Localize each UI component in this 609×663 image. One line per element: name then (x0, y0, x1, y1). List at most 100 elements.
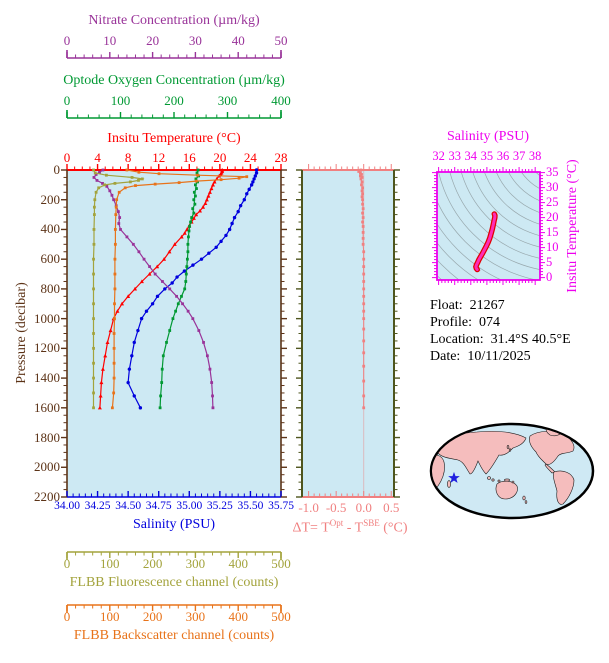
tick-label: 37 (512, 149, 526, 163)
tick-label: 35.25 (206, 500, 233, 512)
tick-label: 20 (213, 150, 227, 165)
float-info-block: Float: 21267 Profile: 074 Location: 31.4°S … (430, 297, 571, 365)
tick-label: 0 (546, 269, 553, 284)
backscatter-axis-title: FLBB Backscatter channel (counts) (73, 628, 275, 643)
series-salinity (126, 168, 259, 410)
backscatter-scale-bar (66, 604, 282, 613)
tick-label: 400 (271, 93, 291, 108)
salinity-axis-title: Salinity (PSU) (132, 517, 216, 532)
tick-label: 400 (228, 556, 248, 571)
tick-label: 600 (40, 251, 61, 267)
tick-label: 500 (271, 609, 291, 624)
tick-label: 32 (432, 149, 445, 163)
tick-label: 4 (94, 150, 101, 165)
ts-curve (474, 212, 497, 271)
tick-label: 1800 (34, 429, 60, 445)
tick-label: -0.5 (325, 500, 347, 515)
tick-label: 12 (152, 150, 166, 165)
tick-label: 0 (63, 150, 71, 165)
fluorescence-scale-bar (66, 551, 282, 560)
tick-label: 200 (142, 556, 163, 571)
float-position-star (448, 471, 460, 483)
tick-label: 35 (480, 149, 494, 163)
tick-label: 8 (124, 150, 132, 165)
tick-label: 1400 (34, 370, 60, 386)
temperature-axis-title: Insitu Temperature (°C) (107, 131, 241, 146)
tick-label: 0 (63, 609, 71, 624)
tick-label: 34.25 (84, 500, 111, 512)
series-flbb (110, 168, 249, 410)
float-value: 21267 (469, 298, 505, 313)
date-line: Date: 10/11/2025 (430, 348, 571, 365)
tick-label: 400 (40, 221, 61, 237)
tick-label: 10 (546, 239, 559, 254)
tick-label: 16 (182, 150, 196, 165)
location-value: 31.4°S 40.5°E (490, 332, 571, 347)
oxygen-axis-title: Optode Oxygen Concentration (µm/kg) (63, 73, 285, 88)
fluorescence-axis-title: FLBB Fluorescence channel (counts) (69, 575, 279, 590)
tick-label: 38 (528, 149, 542, 163)
tick-label: 800 (40, 280, 61, 296)
ts-diagram (432, 167, 545, 285)
tick-label: 50 (274, 33, 288, 48)
tick-label: 28 (274, 150, 288, 165)
tick-label: 5 (546, 254, 553, 269)
tick-label: 24 (243, 150, 257, 165)
tick-label: 300 (185, 609, 206, 624)
world-map (429, 422, 595, 520)
tick-label: 300 (217, 93, 238, 108)
date-label: Date: (430, 349, 461, 364)
ts-salinity-axis-title: Salinity (PSU) (446, 129, 530, 144)
tick-label: 35 (546, 164, 559, 179)
tick-label: 200 (142, 609, 163, 624)
tick-label: 1600 (34, 399, 60, 415)
delta-t-label-sup1: Opt (329, 518, 344, 528)
tick-label: 2200 (34, 489, 60, 504)
tick-label: 34.75 (145, 500, 172, 512)
tick-label: 30 (188, 33, 202, 48)
tick-label: 10 (103, 33, 117, 48)
tick-label: 300 (185, 556, 206, 571)
pressure-axis-title: Pressure (decibar) (14, 282, 29, 384)
delta-t-label-mid: - T (343, 520, 364, 536)
tick-label: 0.5 (383, 500, 400, 515)
tick-label: 20 (546, 209, 559, 224)
tick-label: 100 (100, 556, 120, 571)
delta-t-label-prefix: ΔT= T (292, 520, 330, 536)
tick-label: 35.75 (268, 500, 294, 512)
profile-value: 074 (479, 315, 500, 330)
main-profile-plot (61, 164, 287, 498)
location-label: Location: (430, 332, 484, 347)
tick-label: 35.00 (176, 500, 203, 512)
tick-label: 36 (496, 149, 510, 163)
tick-label: 1200 (34, 340, 60, 356)
tick-label: 1000 (34, 310, 60, 326)
tick-label: 15 (546, 224, 559, 239)
profile-line: Profile: 074 (430, 314, 571, 331)
tick-label: 25 (546, 194, 559, 209)
tick-label: 35.50 (237, 500, 264, 512)
tick-label: 30 (546, 179, 559, 194)
tick-label: 100 (110, 93, 131, 108)
nitrate-scale-bar (66, 50, 282, 59)
tick-label: -1.0 (298, 500, 319, 515)
float-label: Float: (430, 298, 463, 313)
oxygen-scale-bar (66, 110, 282, 119)
float-id-line: Float: 21267 (430, 297, 571, 314)
tick-label: 34 (464, 149, 478, 163)
tick-label: 20 (146, 33, 160, 48)
profile-label: Profile: (430, 315, 472, 330)
tick-label: 40 (231, 33, 245, 48)
date-value: 10/11/2025 (467, 349, 531, 364)
ts-temperature-axis-title: Insitu Temperature (°C) (565, 159, 580, 293)
tick-label: 2000 (34, 459, 60, 475)
location-line: Location: 31.4°S 40.5°E (430, 331, 571, 348)
delta-t-label-sup2: SBE (363, 518, 380, 528)
tick-label: 200 (164, 93, 184, 108)
tick-label: 100 (100, 609, 120, 624)
tick-label: 0 (63, 93, 71, 108)
tick-label: 400 (228, 609, 248, 624)
tick-label: 500 (271, 556, 291, 571)
tick-label: 200 (40, 191, 61, 207)
